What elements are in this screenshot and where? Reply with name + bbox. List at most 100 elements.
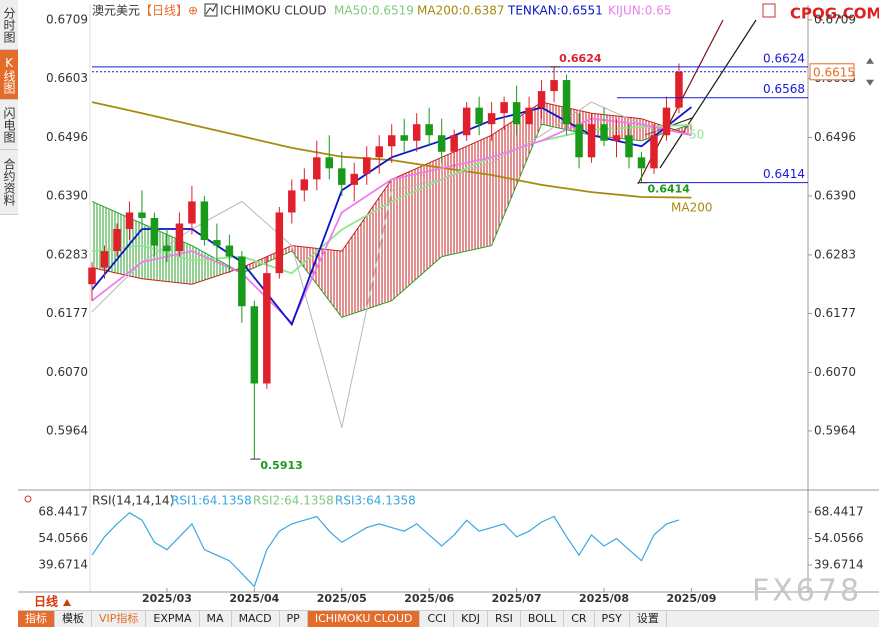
y-tick-label: 0.6283 (814, 247, 856, 261)
ma200-value: MA200:0.6387 (417, 4, 505, 18)
bottom-tab[interactable]: KDJ (454, 611, 489, 627)
low-label: 0.5913 (260, 459, 302, 472)
symbol: 澳元美元 (92, 4, 140, 18)
candle-body (625, 135, 633, 158)
candle-body (138, 212, 146, 218)
candle-body (437, 135, 446, 152)
period: 【日线】 (140, 4, 188, 18)
candle-body (675, 71, 683, 108)
y-tick-label: 68.4417 (814, 504, 864, 518)
candle-body (288, 190, 296, 213)
side-tab[interactable]: 分时图 (0, 0, 18, 50)
x-tick-label: 2025/03 (142, 592, 192, 605)
bottom-tab[interactable]: MA (200, 611, 232, 627)
candle-body (113, 229, 121, 252)
ma200-label: MA200 (671, 201, 712, 215)
candle-body (475, 107, 483, 125)
y-tick-label: 0.6390 (814, 188, 856, 202)
y-tick-label: 0.6177 (46, 306, 88, 320)
candle-body (612, 135, 621, 141)
kijun-value: KIJUN:0.65 (608, 4, 671, 18)
last-price-label: 0.6615 (813, 65, 855, 79)
y-tick-label: 0.6070 (46, 365, 88, 379)
y-tick-label: 0.6603 (46, 71, 88, 85)
candle-body (213, 240, 221, 246)
bottom-tab[interactable]: MACD (232, 611, 280, 627)
candle-body (263, 273, 271, 384)
rsi-title: RSI(14,14,14) (92, 494, 174, 508)
candle-body (238, 256, 246, 307)
bottom-tab[interactable]: 指标 (18, 611, 55, 627)
y-tick-label: 0.6709 (814, 12, 856, 26)
cloud-segment (491, 102, 542, 246)
indicator-icon (205, 4, 217, 15)
y-tick-label: 0.6496 (46, 130, 88, 144)
candle-body (163, 245, 171, 252)
period-button[interactable]: 日线 (34, 594, 58, 609)
x-tick-label: 2025/08 (579, 592, 629, 605)
ma50-value: MA50:0.6519 (334, 4, 414, 18)
candle-body (188, 201, 196, 224)
bottom-tab[interactable]: CCI (420, 611, 455, 627)
candle-body (350, 173, 359, 185)
bottom-tab[interactable]: 设置 (630, 611, 667, 627)
candle-body (200, 201, 209, 241)
cloud-segment (391, 157, 442, 301)
candle-body (487, 113, 496, 125)
settings-icon[interactable]: ⊕ (188, 4, 198, 18)
indicator-name: ICHIMOKU CLOUD (220, 4, 327, 18)
side-tab[interactable]: 合约资料 (0, 150, 18, 215)
candle-body (387, 135, 396, 147)
y-tick-label: 68.4417 (38, 504, 88, 518)
candle-body (362, 157, 371, 174)
y-tick-label: 54.0566 (38, 531, 88, 545)
logo-icon (762, 3, 776, 18)
x-tick-label: 2025/09 (666, 592, 716, 605)
candle-body (425, 124, 433, 136)
scroll-arrow (866, 57, 874, 86)
y-tick-label: 0.6390 (46, 188, 88, 202)
bottom-tab[interactable]: BOLL (521, 611, 565, 627)
bottom-tab[interactable]: EXPMA (146, 611, 200, 627)
candle-body (225, 245, 234, 257)
trend-line (659, 19, 757, 169)
y-tick-label: 0.5964 (46, 423, 88, 437)
candle-body (100, 251, 109, 268)
candle-body (300, 179, 309, 191)
bottom-tab[interactable]: ICHIMOKU CLOUD (307, 611, 421, 627)
candle-body (450, 135, 458, 152)
side-tab[interactable]: K线图 (0, 50, 18, 100)
y-tick-label: 54.0566 (814, 531, 864, 545)
watermark: FX678 (752, 574, 862, 609)
cloud-segment (341, 179, 392, 318)
y-tick-label: 0.6496 (814, 130, 856, 144)
level-label: 0.6624 (763, 51, 805, 65)
x-tick-label: 2025/04 (229, 592, 279, 605)
bottom-tab[interactable]: VIP指标 (92, 611, 147, 627)
cloud-segment (291, 245, 342, 318)
candle-body (150, 217, 159, 246)
candle-body (562, 80, 571, 125)
bottom-tab[interactable]: RSI (488, 611, 521, 627)
candle-body (412, 124, 421, 141)
bottom-tab[interactable]: CR (564, 611, 595, 627)
bottom-tab[interactable]: 模板 (55, 611, 92, 627)
bottom-tab[interactable]: PP (280, 611, 308, 627)
tab-bar: 指标 模板 VIP指标 EXPMA MA MACD PP ICHIMOKU CLOUD CCI K… (18, 610, 879, 627)
recent-low-label: 0.6414 (647, 183, 690, 196)
y-tick-label: 0.6709 (46, 12, 88, 26)
candle-body (400, 135, 408, 141)
bottom-tab[interactable]: PSY (595, 611, 630, 627)
side-tab[interactable]: 闪电图 (0, 100, 18, 150)
ma50-label: 50 (689, 128, 704, 142)
candle-body (575, 124, 583, 158)
rsi-legend: RSI2:64.1358 (253, 494, 334, 508)
cloud-segment (191, 245, 242, 285)
candle-body (88, 267, 96, 285)
candle-body (500, 102, 508, 114)
candle-body (125, 212, 134, 230)
